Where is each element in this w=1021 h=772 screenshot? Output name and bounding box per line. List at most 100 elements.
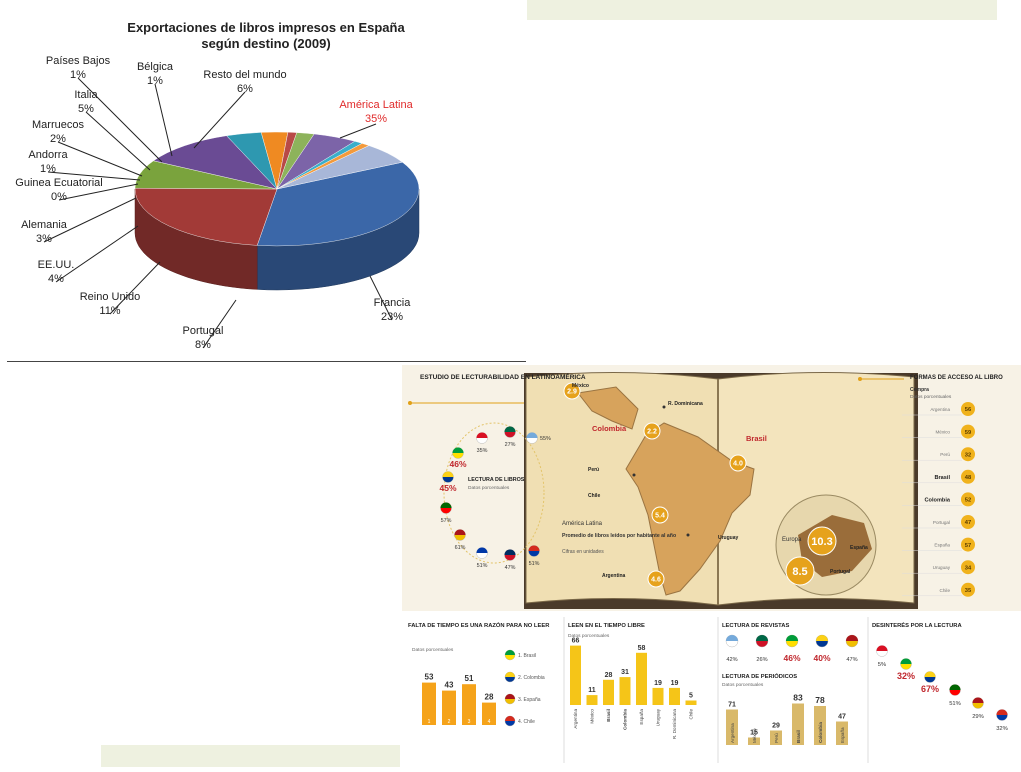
books-reading-value: 35%	[477, 448, 488, 454]
books-reading-value: 47%	[505, 565, 516, 571]
pie-slice-resto-del-mundo	[276, 145, 403, 190]
map-point-colombia: 2.2 Colombia	[592, 422, 661, 440]
news-bar-value: 47	[838, 714, 846, 721]
flag-brasil-icon	[504, 649, 516, 661]
time-bar-value: 43	[445, 681, 454, 690]
access-row: Brasil 48	[902, 469, 975, 484]
books-reading-item: 46%	[449, 447, 467, 469]
free-subtitle: Datos porcentuales	[568, 633, 610, 639]
pie-value-belgica: 1%	[147, 75, 163, 87]
magazine-item: 46%	[783, 634, 801, 663]
books-reading-value: 51%	[529, 561, 540, 567]
free-bar-category: Argentina	[573, 709, 578, 729]
disinterest-value: 32%	[897, 671, 915, 681]
pie-label-guinea-ecuatorial: Guinea Ecuatorial	[15, 177, 102, 189]
map-point-brasil: 4.0 Brasil	[729, 434, 767, 472]
map-point-espana: 10.3 España	[807, 526, 868, 556]
time-bar	[482, 702, 496, 725]
access-row: Argentina 56	[902, 402, 975, 416]
map-label: R. Dominicana	[668, 401, 703, 407]
pie-label-america-latina: América Latina	[339, 99, 413, 111]
time-bar-value: 51	[465, 674, 474, 683]
flag-peru-icon	[876, 645, 888, 657]
pie-leader-belgica	[154, 83, 173, 157]
free-bar	[685, 700, 697, 705]
news-bar-value: 29	[772, 723, 780, 730]
avg-books-subtitle: Cifras en unidades	[562, 549, 604, 555]
flag-espana-icon	[454, 529, 466, 541]
news-bar-value: 71	[728, 702, 736, 709]
top-right-band	[527, 0, 997, 20]
books-reading-value: 45%	[439, 483, 456, 493]
map-label: Perú	[588, 467, 599, 473]
free-bar-value: 19	[654, 680, 662, 687]
books-reading-item: 45%	[439, 471, 457, 493]
news-bar-category: España	[840, 727, 845, 743]
time-bar-category: 2	[448, 719, 451, 725]
books-reading-item: 57%	[440, 502, 452, 524]
flag-argentina-icon	[725, 634, 739, 648]
map-point-uruguay: Uruguay	[686, 533, 739, 541]
map-label: Portugal	[830, 569, 851, 575]
flag-colombia-icon	[924, 671, 936, 683]
access-country: España	[934, 543, 950, 548]
pie-label-reino-unido: Reino Unido	[80, 291, 141, 303]
disinterest-value: 51%	[949, 701, 961, 707]
pie-value-ee-uu: 4%	[48, 273, 64, 285]
time-bar	[442, 690, 456, 725]
bottom-panels: FALTA DE TIEMPO ES UNA RAZÓN PARA NO LEE…	[408, 621, 1008, 745]
flag-r-dominicana-icon	[504, 549, 516, 561]
time-bar-category: 1	[428, 719, 431, 725]
flag-chile-icon	[996, 709, 1008, 721]
pie-leader-alemania	[43, 197, 137, 243]
disinterest-value: 32%	[996, 726, 1008, 732]
pie-label-resto-del-mundo: Resto del mundo	[203, 69, 286, 81]
free-bar-value: 5	[689, 693, 693, 700]
map-label: Uruguay	[718, 535, 739, 541]
access-title: FORMAS DE ACCESO AL LIBRO	[910, 375, 1003, 381]
pie-value-alemania: 3%	[36, 233, 52, 245]
magazine-item: 47%	[845, 634, 859, 663]
disinterest-item: 29%	[972, 697, 984, 720]
flag-uruguay-icon	[476, 547, 488, 559]
pie-value-andorra: 1%	[40, 163, 56, 175]
free-bar	[636, 652, 647, 705]
pie-title-line1: Exportaciones de libros impresos en Espa…	[127, 20, 405, 35]
magazine-item: 26%	[755, 634, 769, 663]
map-value: 2.9	[567, 389, 577, 396]
flag-argentina-icon	[526, 432, 538, 444]
access-country: Perú	[940, 452, 950, 457]
flag-colombia-icon	[815, 634, 829, 648]
books-reading-value: 51%	[477, 563, 488, 569]
pie-label-francia: Francia	[374, 297, 412, 309]
access-row: Chile 35	[902, 582, 975, 597]
magazine-value: 47%	[846, 657, 857, 663]
access-value: 34	[965, 565, 972, 571]
pie-value-portugal: 8%	[195, 339, 211, 351]
free-bar-value: 11	[588, 687, 596, 694]
free-bar-value: 31	[621, 669, 629, 676]
disinterest-value: 5%	[878, 662, 886, 668]
newspapers-subtitle: Datos porcentuales	[722, 682, 764, 688]
news-bar-category: México	[752, 728, 757, 743]
pie-label-portugal: Portugal	[183, 325, 224, 337]
access-country: México	[935, 430, 950, 435]
access-value: 56	[965, 407, 972, 413]
books-reading-item: 47%	[504, 549, 516, 571]
flag-espana-icon	[845, 634, 859, 648]
pie-label-andorra: Andorra	[28, 149, 68, 161]
time-bar-value: 53	[425, 673, 434, 682]
magazine-value: 40%	[813, 653, 830, 663]
access-subtitle: Compra	[910, 387, 929, 393]
pie-leader-marruecos	[57, 141, 143, 177]
flag-brasil-icon	[452, 447, 464, 459]
books-reading-item: 55%	[526, 432, 551, 444]
access-country: Colombia	[925, 497, 951, 503]
flag-mexico-icon	[755, 634, 769, 648]
central-america-shape	[577, 386, 639, 430]
free-bar-value: 19	[671, 680, 679, 687]
pie-label-belgica: Bélgica	[137, 61, 174, 73]
access-row: Portugal 47	[902, 515, 975, 529]
pie-value-paises-bajos: 1%	[70, 69, 86, 81]
